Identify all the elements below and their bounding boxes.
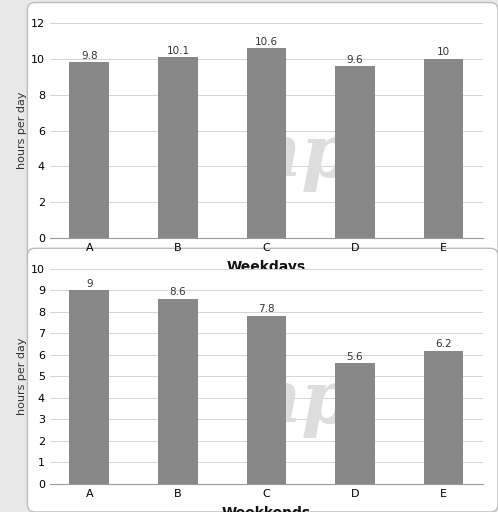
Text: 9.6: 9.6 xyxy=(347,55,363,65)
Bar xyxy=(158,57,198,238)
Bar xyxy=(335,364,375,484)
Text: 10: 10 xyxy=(437,48,450,57)
Bar xyxy=(335,66,375,238)
Text: 6.2: 6.2 xyxy=(435,339,452,349)
Bar xyxy=(247,48,286,238)
X-axis label: Weekdays: Weekdays xyxy=(227,260,306,274)
Text: hp: hp xyxy=(249,121,353,192)
Bar xyxy=(70,290,110,484)
Text: 10.1: 10.1 xyxy=(166,46,189,56)
Text: 8.6: 8.6 xyxy=(170,287,186,297)
Y-axis label: hours per day: hours per day xyxy=(16,92,27,169)
Text: 9.8: 9.8 xyxy=(81,51,98,61)
Bar xyxy=(70,62,110,238)
Text: hp: hp xyxy=(249,367,353,438)
Text: 7.8: 7.8 xyxy=(258,305,275,314)
Bar xyxy=(247,316,286,484)
Bar xyxy=(423,59,463,238)
X-axis label: Weekkends: Weekkends xyxy=(222,506,311,512)
Y-axis label: hours per day: hours per day xyxy=(17,337,27,415)
Text: 9: 9 xyxy=(86,279,93,289)
Text: 10.6: 10.6 xyxy=(255,37,278,47)
Bar xyxy=(423,351,463,484)
Bar xyxy=(158,299,198,484)
Text: 5.6: 5.6 xyxy=(347,352,363,361)
